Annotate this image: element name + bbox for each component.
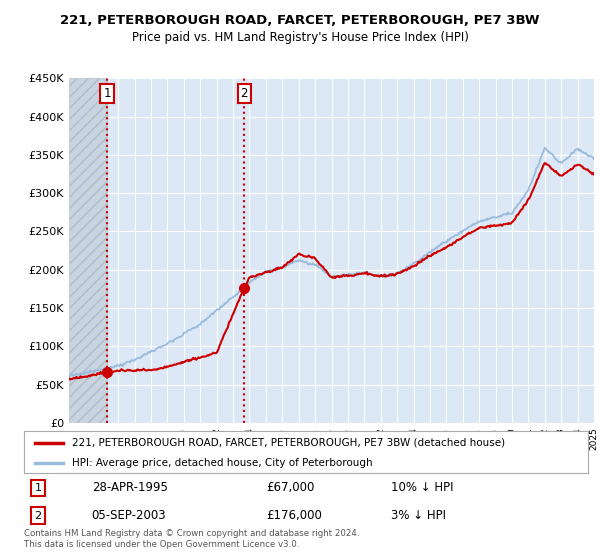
Text: £176,000: £176,000 <box>266 509 322 522</box>
Text: 2: 2 <box>35 511 41 521</box>
Text: 3% ↓ HPI: 3% ↓ HPI <box>391 509 446 522</box>
Text: HPI: Average price, detached house, City of Peterborough: HPI: Average price, detached house, City… <box>72 458 373 468</box>
Text: 05-SEP-2003: 05-SEP-2003 <box>92 509 166 522</box>
Bar <box>69 78 107 423</box>
Text: 1: 1 <box>35 483 41 493</box>
Text: 221, PETERBOROUGH ROAD, FARCET, PETERBOROUGH, PE7 3BW (detached house): 221, PETERBOROUGH ROAD, FARCET, PETERBOR… <box>72 438 505 448</box>
Text: £67,000: £67,000 <box>266 482 315 494</box>
Text: Contains HM Land Registry data © Crown copyright and database right 2024.
This d: Contains HM Land Registry data © Crown c… <box>24 529 359 549</box>
Text: 1: 1 <box>103 87 111 100</box>
Text: 28-APR-1995: 28-APR-1995 <box>92 482 167 494</box>
Text: 2: 2 <box>241 87 248 100</box>
Text: Price paid vs. HM Land Registry's House Price Index (HPI): Price paid vs. HM Land Registry's House … <box>131 31 469 44</box>
Text: 10% ↓ HPI: 10% ↓ HPI <box>391 482 453 494</box>
Text: 221, PETERBOROUGH ROAD, FARCET, PETERBOROUGH, PE7 3BW: 221, PETERBOROUGH ROAD, FARCET, PETERBOR… <box>60 14 540 27</box>
